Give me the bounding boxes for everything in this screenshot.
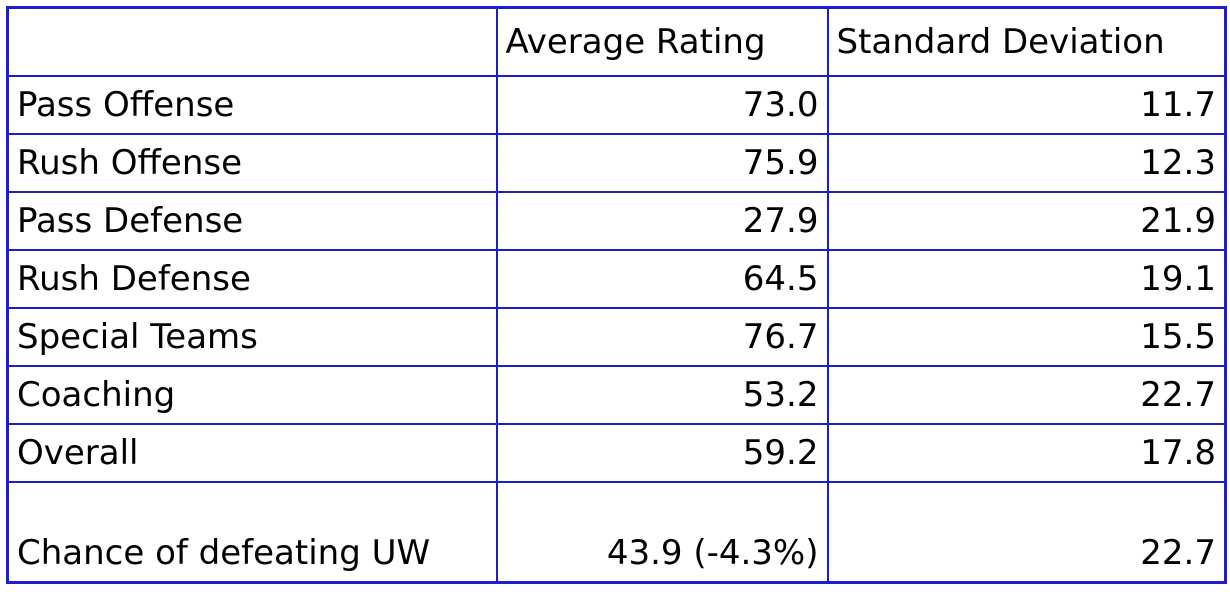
value-cell: 27.9 [495, 191, 829, 251]
table-row: Chance of defeating UW 43.9 (-4.3%) 22.7 [6, 481, 1227, 584]
table-row: Rush Defense 64.5 19.1 [6, 249, 1227, 309]
table-row: Coaching 53.2 22.7 [6, 365, 1227, 425]
table-row: Special Teams 76.7 15.5 [6, 307, 1227, 367]
row-label: Overall [6, 423, 498, 483]
value-cell: 59.2 [495, 423, 829, 483]
value-cell: 15.5 [826, 307, 1227, 367]
table-row: Pass Offense 73.0 11.7 [6, 75, 1227, 135]
header-cell [6, 6, 498, 77]
header-cell: Standard Deviation [826, 6, 1227, 77]
value-cell: 17.8 [826, 423, 1227, 483]
header-row: Average Rating Standard Deviation [6, 6, 1227, 77]
table-row: Rush Offense 75.9 12.3 [6, 133, 1227, 193]
value-cell: 22.7 [826, 365, 1227, 425]
table-row: Overall 59.2 17.8 [6, 423, 1227, 483]
row-label: Rush Offense [6, 133, 498, 193]
value-cell: 75.9 [495, 133, 829, 193]
row-label: Rush Defense [6, 249, 498, 309]
value-cell: 19.1 [826, 249, 1227, 309]
value-cell: 53.2 [495, 365, 829, 425]
row-label: Pass Offense [6, 75, 498, 135]
value-cell: 64.5 [495, 249, 829, 309]
table-body: Average Rating Standard Deviation Pass Off… [6, 6, 1227, 584]
value-cell: 21.9 [826, 191, 1227, 251]
row-label: Chance of defeating UW [6, 481, 498, 584]
row-label: Special Teams [6, 307, 498, 367]
row-label: Coaching [6, 365, 498, 425]
ratings-table: Average Rating Standard Deviation Pass Off… [6, 6, 1227, 584]
header-cell: Average Rating [495, 6, 829, 77]
value-cell: 22.7 [826, 481, 1227, 584]
value-cell: 12.3 [826, 133, 1227, 193]
value-cell: 11.7 [826, 75, 1227, 135]
value-cell: 43.9 (-4.3%) [495, 481, 829, 584]
value-cell: 73.0 [495, 75, 829, 135]
value-cell: 76.7 [495, 307, 829, 367]
table-row: Pass Defense 27.9 21.9 [6, 191, 1227, 251]
row-label: Pass Defense [6, 191, 498, 251]
